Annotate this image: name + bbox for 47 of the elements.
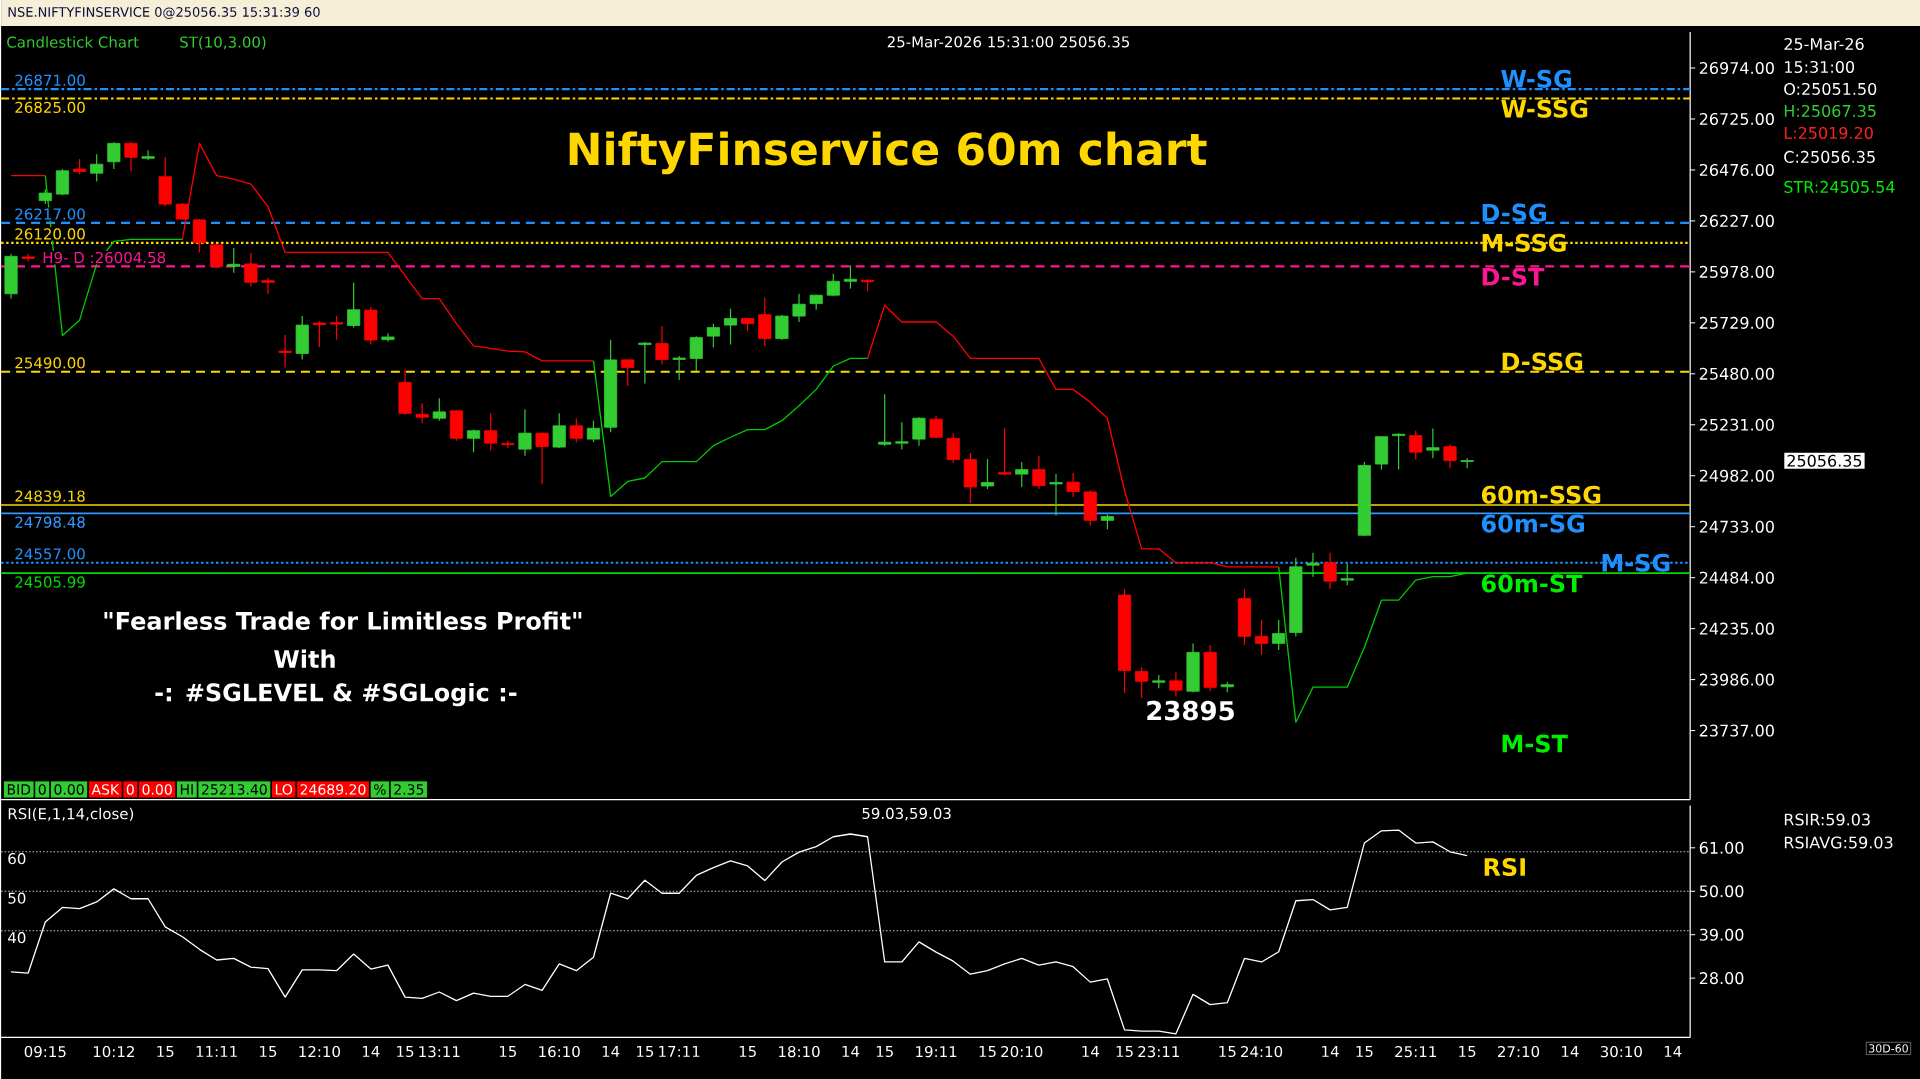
ref-line-label: 50 xyxy=(8,892,26,904)
x-tick-label: 12:10 xyxy=(299,1045,340,1058)
y-tick-label: 28.00 xyxy=(1699,971,1744,985)
x-tick-label: 23:11 xyxy=(1138,1045,1179,1058)
x-tick-label: 15 xyxy=(397,1045,414,1057)
x-tick-label: 18:10 xyxy=(779,1045,820,1058)
x-tick-label: 15 xyxy=(499,1045,517,1057)
x-tick-label: 15 xyxy=(739,1045,756,1057)
y-tick-label: 39.00 xyxy=(1699,928,1744,941)
y-tick-label: 50.00 xyxy=(1699,885,1744,898)
x-tick-label: 25:11 xyxy=(1395,1045,1436,1058)
x-tick-label: 15 xyxy=(1459,1045,1476,1057)
x-tick-label: 09:15 xyxy=(24,1045,66,1058)
x-tick-label: 14 xyxy=(1664,1045,1682,1057)
x-tick-label: 15 xyxy=(1219,1045,1236,1057)
x-tick-label: 20:10 xyxy=(1001,1045,1043,1058)
ref-line-label: 40 xyxy=(8,931,26,944)
x-tick-label: 14 xyxy=(1562,1045,1579,1057)
x-tick-label: 15 xyxy=(636,1045,654,1057)
annotation: 59.03,59.03 xyxy=(862,807,951,821)
x-tick-label: 24:10 xyxy=(1241,1045,1283,1058)
annotation: RSI(E,1,14,close) xyxy=(8,807,134,821)
x-tick-label: 15 xyxy=(876,1045,893,1057)
y-tick-label: 61.00 xyxy=(1699,841,1744,854)
x-tick-label: 27:10 xyxy=(1498,1045,1540,1058)
x-tick-label: 17:11 xyxy=(659,1045,700,1057)
x-tick-label: 13:11 xyxy=(419,1045,460,1058)
x-tick-label: 15 xyxy=(1356,1045,1373,1057)
annotation: RSI xyxy=(1484,857,1525,876)
x-tick-label: 19:11 xyxy=(916,1045,957,1058)
x-tick-label: 14 xyxy=(362,1045,380,1057)
x-tick-label: 15 xyxy=(1116,1045,1133,1057)
x-tick-label: 14 xyxy=(1082,1045,1099,1057)
text: RSIAVG:59.03 xyxy=(1784,836,1893,849)
x-tick-label: 30:10 xyxy=(1600,1045,1642,1058)
x-tick-label: 16:10 xyxy=(539,1045,580,1058)
x-tick-label: 14 xyxy=(602,1045,620,1057)
x-tick-label: 10:12 xyxy=(93,1045,134,1058)
x-tick-label: 14 xyxy=(842,1045,860,1057)
x-tick-label: 15 xyxy=(979,1045,996,1057)
x-tick-label: 15 xyxy=(157,1045,174,1057)
text: 30D-60 xyxy=(1869,1044,1908,1053)
x-tick-label: 11:11 xyxy=(196,1045,237,1057)
text: RSIR:59.03 xyxy=(1784,813,1870,826)
ref-line-label: 60 xyxy=(8,852,26,865)
x-tick-label: 14 xyxy=(1322,1045,1339,1057)
x-tick-label: 15 xyxy=(260,1045,277,1057)
